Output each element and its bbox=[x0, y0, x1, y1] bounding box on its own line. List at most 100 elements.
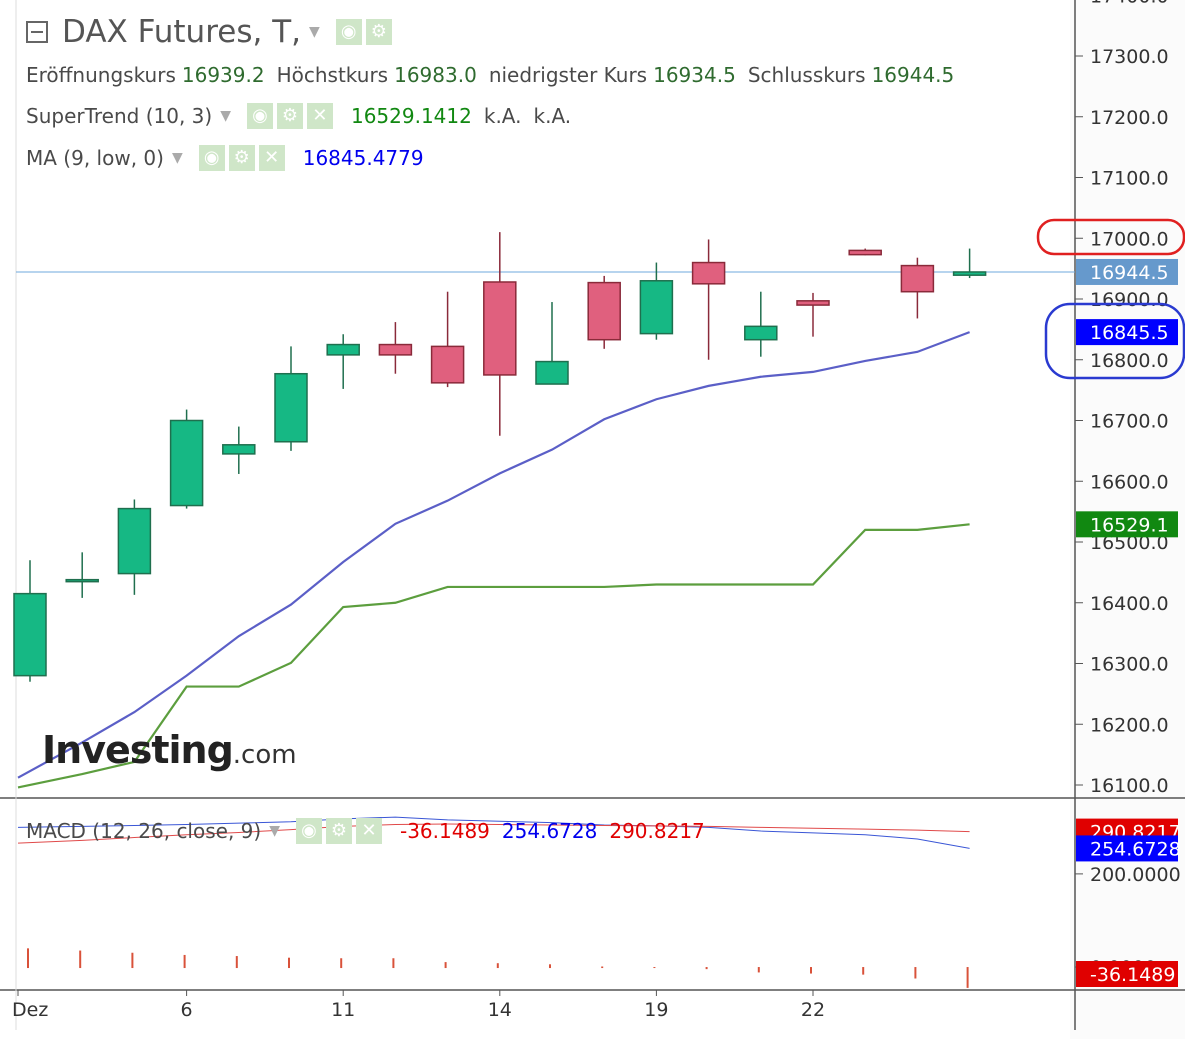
signal-line bbox=[17, 823, 970, 844]
candle bbox=[848, 248, 882, 256]
price-tick-label: 16900.0 bbox=[1090, 289, 1169, 311]
macd-signal-value: 290.8217 bbox=[609, 819, 705, 843]
price-tick-label: 16700.0 bbox=[1090, 411, 1169, 433]
candle-body bbox=[274, 372, 308, 443]
candle-body bbox=[639, 280, 674, 335]
candle-body bbox=[900, 264, 935, 293]
macd-label: MACD (12, 26, close, 9) bbox=[26, 819, 262, 843]
time-tick-label: 22 bbox=[801, 999, 825, 1021]
price-tick-label: 16400.0 bbox=[1090, 593, 1169, 615]
chevron-down-icon[interactable]: ▼ bbox=[269, 823, 280, 839]
price-tick-label: 16500.0 bbox=[1090, 532, 1169, 554]
ma-price-tag-bg bbox=[1076, 319, 1178, 346]
candle bbox=[796, 292, 830, 337]
candle-body bbox=[848, 249, 882, 256]
macd-legend: MACD (12, 26, close, 9) ▼ ◉ ⚙ ✕ -36.1489… bbox=[26, 818, 705, 844]
chevron-down-icon[interactable]: ▼ bbox=[309, 24, 320, 40]
candle bbox=[483, 232, 517, 436]
supertrend-price-tag-bg bbox=[1076, 511, 1178, 538]
eye-icon[interactable]: ◉ bbox=[198, 145, 225, 171]
candles bbox=[13, 232, 987, 682]
eye-icon[interactable]: ◉ bbox=[295, 818, 322, 844]
chart-header: DAX Futures, T, ▼ ◉ ⚙ Eröffnungskurs 169… bbox=[0, 0, 1060, 190]
gear-icon[interactable]: ⚙ bbox=[325, 818, 352, 844]
last-price-tag-label: 16944.5 bbox=[1090, 262, 1169, 284]
candle-body bbox=[952, 271, 987, 276]
close-label: Schlusskurs bbox=[747, 63, 866, 87]
high-value: 16983.0 bbox=[394, 63, 477, 87]
macd-value: 254.6728 bbox=[501, 819, 598, 843]
time-tick-label: 19 bbox=[644, 999, 668, 1021]
price-tick-label: 17400.0 bbox=[1090, 0, 1169, 7]
gear-icon[interactable]: ⚙ bbox=[228, 145, 255, 171]
open-value: 16939.2 bbox=[181, 63, 265, 87]
price-tick-label: 17200.0 bbox=[1090, 107, 1169, 129]
macd-line bbox=[17, 816, 970, 849]
ma-label: MA (9, low, 0) bbox=[26, 146, 164, 170]
price-tick-label: 16800.0 bbox=[1090, 350, 1169, 372]
macd-hist-tag: -36.1489 bbox=[1076, 961, 1178, 987]
eye-icon[interactable]: ◉ bbox=[246, 103, 273, 129]
candle-body bbox=[13, 592, 47, 677]
time-tick-label: 11 bbox=[331, 999, 355, 1021]
candle bbox=[430, 291, 465, 388]
close-icon[interactable]: ✕ bbox=[306, 103, 333, 129]
candle bbox=[691, 239, 726, 360]
candle bbox=[639, 262, 674, 340]
gear-icon[interactable]: ⚙ bbox=[276, 103, 303, 129]
candle bbox=[900, 257, 935, 319]
candle-body bbox=[744, 325, 778, 341]
supertrend-legend: SuperTrend (10, 3) ▼ ◉ ⚙ ✕ 16529.1412 k.… bbox=[26, 103, 571, 129]
investing-logo: Investing.com bbox=[42, 728, 297, 772]
ma-legend: MA (9, low, 0) ▼ ◉ ⚙ ✕ 16845.4779 bbox=[26, 145, 424, 171]
macd-hist-tag-bg bbox=[1076, 961, 1178, 987]
ma-value: 16845.4779 bbox=[302, 146, 424, 170]
candle-body bbox=[587, 281, 621, 341]
macd-line-tag-bg bbox=[1076, 835, 1178, 862]
supertrend-value: 16529.1412 bbox=[350, 104, 472, 128]
ohlc-row: Eröffnungskurs 16939.2 Höchstkurs 16983.… bbox=[26, 63, 966, 87]
low-label: niedrigster Kurs bbox=[488, 63, 648, 87]
candle-body bbox=[222, 444, 256, 455]
candle bbox=[587, 275, 621, 349]
price-tick-label: 17300.0 bbox=[1090, 46, 1169, 68]
candle-body bbox=[65, 578, 99, 583]
supertrend-line bbox=[17, 523, 970, 789]
candle bbox=[13, 560, 47, 682]
price-tick-label: 17000.0 bbox=[1090, 228, 1169, 250]
macd-line-tag: 254.6728 bbox=[1076, 835, 1181, 862]
time-tick-label: 6 bbox=[181, 999, 193, 1021]
ma-price-tag: 16845.5 bbox=[1076, 319, 1178, 346]
candle-body bbox=[169, 419, 204, 507]
candle bbox=[378, 322, 413, 374]
candle bbox=[65, 552, 99, 598]
gear-icon[interactable]: ⚙ bbox=[365, 19, 392, 45]
collapse-toggle[interactable] bbox=[26, 21, 48, 43]
close-icon[interactable]: ✕ bbox=[258, 145, 285, 171]
title-row: DAX Futures, T, ▼ ◉ ⚙ bbox=[26, 14, 396, 50]
price-axis: 17400.0 17300.0 17200.0 17100.0 17000.0 16900… bbox=[1075, 0, 1169, 797]
candle-body bbox=[535, 360, 569, 385]
macd-hist-value: -36.1489 bbox=[399, 819, 490, 843]
supertrend-price-tag-label: 16529.1 bbox=[1090, 514, 1169, 536]
candle bbox=[274, 346, 308, 451]
chevron-down-icon[interactable]: ▼ bbox=[220, 108, 231, 124]
time-tick-label: Dez bbox=[12, 999, 48, 1021]
close-value: 16944.5 bbox=[871, 63, 955, 87]
blue-annotation-circle bbox=[1044, 302, 1185, 380]
candle bbox=[535, 302, 569, 385]
annotations bbox=[1036, 218, 1185, 380]
ma-price-tag-label: 16845.5 bbox=[1090, 322, 1169, 344]
logo-main: Investing bbox=[42, 728, 234, 772]
price-tick-label: 16600.0 bbox=[1090, 471, 1169, 493]
chevron-down-icon[interactable]: ▼ bbox=[171, 150, 183, 166]
supertrend-price-tag: 16529.1 bbox=[1076, 511, 1178, 538]
candle-body bbox=[117, 507, 152, 575]
eye-icon[interactable]: ◉ bbox=[335, 19, 362, 45]
close-icon[interactable]: ✕ bbox=[355, 818, 382, 844]
candle-body bbox=[378, 343, 413, 356]
candle-body bbox=[796, 300, 830, 306]
candle-body bbox=[691, 261, 726, 285]
